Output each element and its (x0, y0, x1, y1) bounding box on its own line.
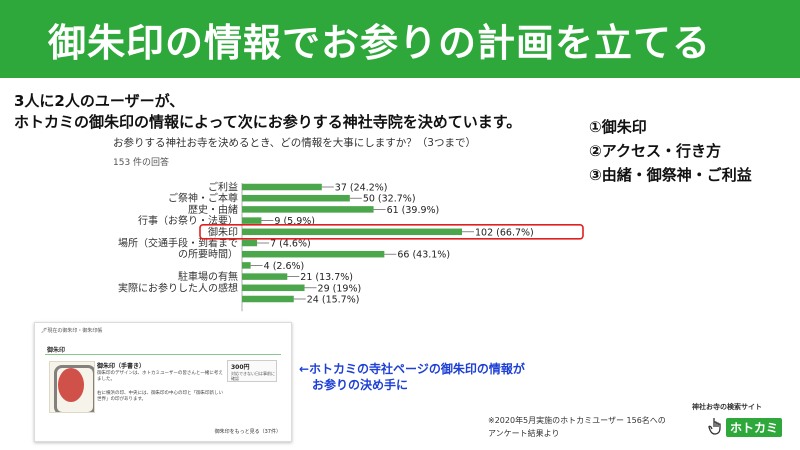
goshuin-image (49, 361, 95, 413)
category-label: ご利益 (208, 181, 238, 194)
bar (242, 250, 385, 258)
category-label: ご祭神・ご本尊 (168, 192, 238, 205)
data-label: 29 (19%) (318, 283, 362, 294)
bar (242, 217, 262, 224)
price-box: 300円 対応できない日は事前に確認 (227, 360, 277, 382)
lead-text-line2: ホトカミの御朱印の情報によって次にお参りする神社寺院を決めています。 (14, 113, 522, 131)
data-label: 50 (32.7%) (363, 194, 416, 205)
see-more-link[interactable]: 御朱印をもっと見る（37件） (214, 429, 281, 435)
highlight-box (199, 224, 584, 240)
data-label: 61 (39.9%) (387, 205, 440, 216)
bar (242, 183, 322, 191)
title-banner: 御朱印の情報でお参りの計画を立てる (0, 0, 800, 78)
category-label: 場所（交通手段・到着まで (118, 237, 238, 250)
key-points: ①御朱印 ②アクセス・行き方 ③由緒・御祭神・ご利益 (589, 115, 752, 187)
data-label: 102 (66.7%) (475, 227, 534, 238)
category-label: 歴史・由緒 (188, 203, 238, 216)
bar (242, 194, 350, 202)
key-point-1: ①御朱印 (589, 118, 647, 136)
price-note: 対応できない日は事前に確認 (231, 371, 275, 381)
footnote-line2: アンケート結果より (488, 429, 560, 438)
category-label: 行事（お祭り・法要） (138, 214, 238, 227)
brand-logo-text: ホトカミ (726, 418, 783, 437)
bar (242, 206, 374, 213)
callout-line2: お参りの決め手に (312, 378, 409, 392)
data-label: 37 (24.2%) (335, 183, 388, 194)
card-heading: 御朱印 (47, 347, 66, 354)
bar (242, 284, 305, 292)
stamp-ink-mark (54, 365, 94, 412)
card-description-1: 御朱印のデザインは、ホトカミユーザーの皆さんと一緒に考えました。 (97, 371, 223, 382)
card-subtitle: 御朱印（手書き） (97, 363, 146, 370)
data-label: 66 (43.1%) (397, 250, 450, 261)
category-label: 実際にお参りした人の感想 (118, 281, 238, 294)
stamp-seal-mark (58, 368, 84, 402)
data-label: 21 (13.7%) (300, 272, 353, 283)
card-breadcrumb: 🖊現在の御朱印・御朱印帳 (41, 328, 103, 334)
hand-pointer-icon (708, 418, 721, 435)
lead-text-line1: 3人に2人のユーザーが、 (14, 92, 185, 110)
footnote: ※2020年5月実施のホトカミユーザー 156名への アンケート結果より (488, 414, 666, 440)
key-point-3: ③由緒・御祭神・ご利益 (589, 166, 752, 184)
data-label: 24 (15.7%) (307, 295, 360, 306)
category-label: の所要時間） (178, 249, 238, 261)
category-label: 御朱印 (208, 225, 238, 238)
data-label: 4 (2.6%) (264, 261, 305, 272)
data-label: 7 (4.6%) (270, 239, 311, 250)
page-title: 御朱印の情報でお参りの計画を立てる (48, 21, 712, 65)
callout-line1: ←ホトカミの寺社ページの御朱印の情報が (299, 362, 525, 376)
bar (242, 228, 462, 236)
price-value: 300円 (231, 364, 250, 371)
bar (242, 295, 294, 303)
card-description-2: 右に横浜の印、中央には、御朱印の中心の印と「御朱印新しい世界」の印があります。 (97, 391, 223, 402)
survey-question: お参りする神社お寺を決めるとき、どの情報を大事にしますか？（3つまで） (113, 137, 476, 149)
survey-response-count: 153 件の回答 (113, 158, 170, 168)
shrine-page-card: 🖊現在の御朱印・御朱印帳 御朱印 御朱印（手書き） 御朱印のデザインは、ホトカミ… (34, 322, 292, 442)
bar (242, 262, 251, 269)
key-point-2: ②アクセス・行き方 (589, 142, 721, 160)
brand-caption: 神社お寺の検索サイト (692, 403, 762, 411)
card-divider (45, 354, 281, 355)
bar (242, 273, 288, 280)
bar (242, 239, 258, 247)
data-label: 9 (5.9%) (274, 216, 315, 227)
category-label: 駐車場の有無 (178, 270, 238, 283)
footnote-line1: ※2020年5月実施のホトカミユーザー 156名への (488, 416, 666, 425)
